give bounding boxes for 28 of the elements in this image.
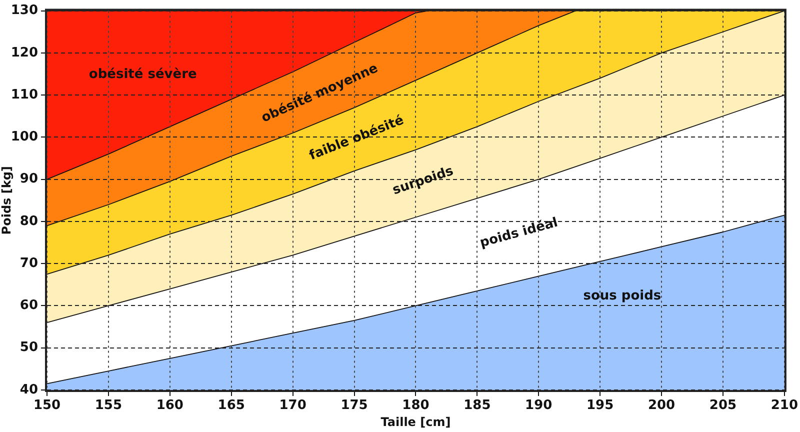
x-tick-label: 200 [648, 398, 676, 414]
y-tick-label: 120 [10, 45, 38, 60]
x-tick-label: 170 [279, 398, 306, 414]
x-tick-label: 210 [770, 398, 798, 414]
y-tick-label: 100 [10, 130, 38, 145]
y-tick-label: 50 [20, 340, 38, 356]
y-tick-label: 90 [20, 172, 38, 187]
series-label: sous poids [583, 288, 662, 304]
x-tick-label: 155 [94, 398, 122, 414]
y-tick-label: 80 [20, 214, 38, 229]
x-tick-label: 150 [33, 398, 61, 414]
y-tick-label: 40 [20, 382, 38, 398]
series-label: obésité sévère [88, 67, 197, 82]
x-axis-title: Taille [cm] [380, 414, 451, 429]
y-tick-label: 130 [10, 3, 38, 18]
x-tick-label: 190 [525, 398, 552, 414]
x-tick-label: 185 [464, 398, 491, 414]
x-tick-label: 160 [156, 398, 184, 414]
series-label: poids idéal [478, 215, 560, 251]
y-axis-title: Poids [kg] [0, 166, 14, 235]
y-tick-label: 60 [20, 298, 38, 314]
x-tick-label: 195 [586, 398, 614, 414]
x-tick-label: 205 [709, 398, 737, 414]
y-tick-label: 70 [20, 256, 38, 271]
y-tick-label: 110 [10, 87, 38, 102]
x-tick-label: 165 [218, 398, 245, 414]
x-tick-label: 180 [402, 398, 430, 414]
x-tick-label: 175 [340, 398, 368, 414]
